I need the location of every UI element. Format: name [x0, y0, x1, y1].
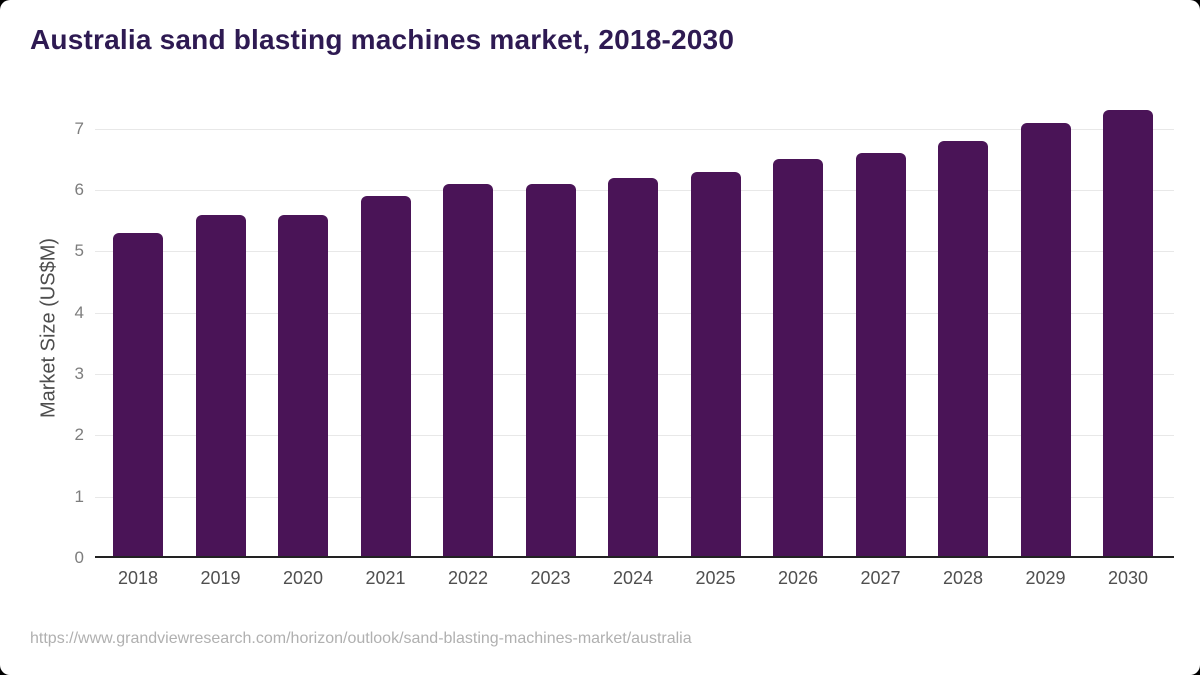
x-axis-line: [95, 556, 1174, 558]
bar-2024: [608, 177, 658, 558]
y-tick-label-2: 2: [74, 425, 84, 445]
x-tick-label-2027: 2027: [860, 568, 901, 588]
bar-2028: [938, 141, 988, 558]
x-tick-label-2024: 2024: [612, 568, 654, 588]
bar-2025: [690, 171, 741, 558]
x-tick-label-2030: 2030: [1107, 568, 1149, 588]
x-tick-label-2021: 2021: [365, 568, 406, 588]
gridline-y7: [95, 128, 1174, 130]
y-axis-title: Market Size (US$M): [37, 237, 60, 419]
x-tick-label-2022: 2022: [447, 568, 489, 588]
y-tick-label-3: 3: [74, 364, 84, 384]
y-tick-label-6: 6: [74, 180, 84, 200]
bar-2023: [525, 183, 576, 558]
x-tick-label-2029: 2029: [1025, 568, 1066, 588]
bar-2020: [278, 214, 328, 558]
bar-2022: [443, 183, 493, 558]
x-tick-label-2018: 2018: [117, 568, 159, 588]
bar-2021: [360, 196, 411, 558]
y-tick-label-7: 7: [74, 118, 84, 138]
bar-2018: [113, 233, 163, 558]
x-tick-label-2023: 2023: [530, 568, 571, 588]
x-tick-label-2020: 2020: [282, 568, 324, 588]
chart-title: Australia sand blasting machines market,…: [30, 24, 735, 55]
bar-2027: [855, 153, 906, 558]
x-tick-label-2026: 2026: [777, 568, 819, 588]
bar-2026: [773, 159, 823, 558]
y-tick-label-0: 0: [74, 548, 84, 567]
bar-2019: [195, 214, 246, 558]
x-tick-label-2028: 2028: [942, 568, 984, 588]
y-tick-label-4: 4: [74, 302, 84, 322]
bar-2029: [1020, 122, 1071, 558]
bar-2030: [1103, 110, 1153, 558]
x-tick-label-2019: 2019: [200, 568, 241, 588]
plot-area: 0 1 2 3 4 5 6 7 2018 2019 2020 2021 2022 2023 2024 2025…: [75, 103, 1174, 588]
x-tick-label-2025: 2025: [695, 568, 736, 588]
y-tick-label-1: 1: [74, 486, 84, 506]
source-url: https://www.grandviewresearch.com/horizo…: [30, 630, 692, 647]
y-tick-label-5: 5: [74, 241, 84, 261]
